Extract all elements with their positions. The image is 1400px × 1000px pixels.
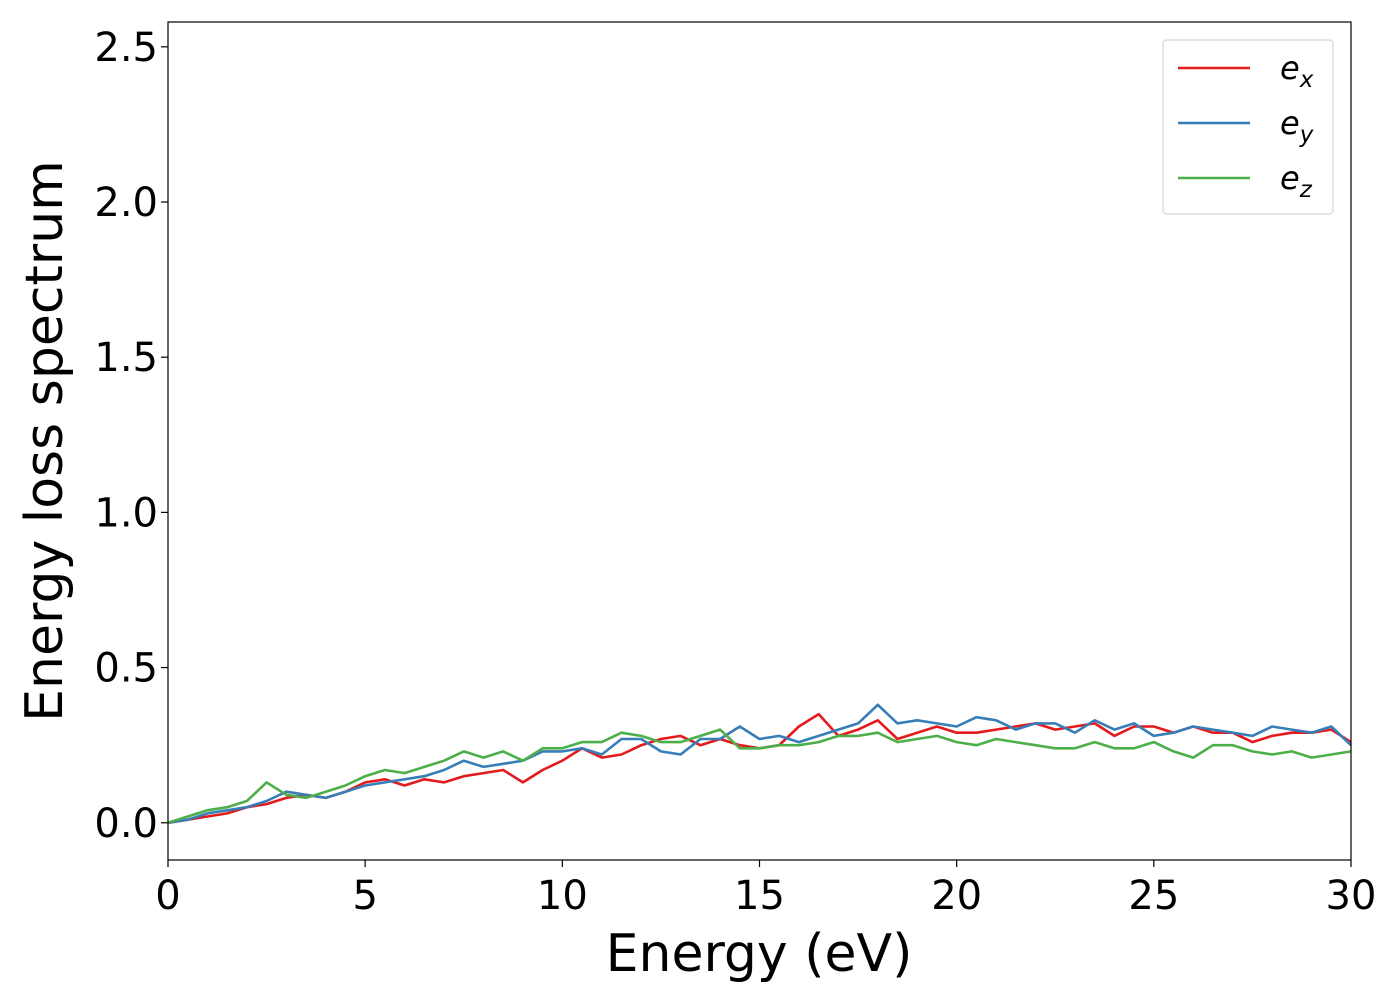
series-line-y bbox=[167, 703, 1352, 825]
y-axis: 0.0 0.5 1.0 1.5 2.0 2.5 bbox=[94, 25, 168, 847]
x-tick-label: 15 bbox=[734, 873, 785, 919]
y-tick-label: 0.5 bbox=[94, 646, 158, 692]
series-line-z bbox=[167, 728, 1352, 825]
y-tick-label: 2.0 bbox=[94, 180, 158, 226]
x-axis-title: Energy (eV) bbox=[606, 924, 913, 984]
x-tick-label: 0 bbox=[155, 873, 180, 919]
y-axis-title: Energy loss spectrum bbox=[15, 160, 75, 722]
x-tick-label: 20 bbox=[931, 873, 982, 919]
legend-subscript: y bbox=[1299, 122, 1314, 148]
legend-subscript: x bbox=[1299, 67, 1314, 93]
y-tick-label: 2.5 bbox=[94, 25, 158, 71]
x-tick-label: 5 bbox=[352, 873, 377, 919]
x-tick-label: 10 bbox=[537, 873, 588, 919]
legend-subscript: z bbox=[1299, 177, 1313, 203]
y-tick-label: 0.0 bbox=[94, 801, 158, 847]
x-axis: 0 5 10 15 20 25 30 bbox=[155, 860, 1376, 919]
x-tick-label: 30 bbox=[1326, 873, 1377, 919]
y-tick-label: 1.5 bbox=[94, 335, 158, 381]
x-tick-label: 25 bbox=[1128, 873, 1179, 919]
series-layer bbox=[167, 703, 1352, 825]
y-tick-label: 1.0 bbox=[94, 490, 158, 536]
legend-box bbox=[1162, 39, 1334, 215]
